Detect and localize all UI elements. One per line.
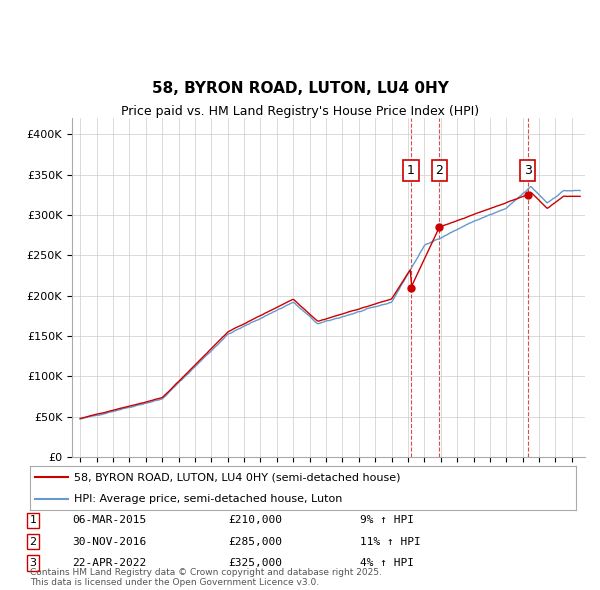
Text: HPI: Average price, semi-detached house, Luton: HPI: Average price, semi-detached house,… [74, 494, 342, 504]
Text: 2: 2 [436, 164, 443, 177]
Text: Price paid vs. HM Land Registry's House Price Index (HPI): Price paid vs. HM Land Registry's House … [121, 105, 479, 118]
Text: 3: 3 [29, 558, 37, 568]
Text: £325,000: £325,000 [228, 558, 282, 568]
Text: 1: 1 [407, 164, 415, 177]
Text: 2: 2 [29, 537, 37, 546]
Text: £285,000: £285,000 [228, 537, 282, 546]
Text: 22-APR-2022: 22-APR-2022 [72, 558, 146, 568]
Text: £210,000: £210,000 [228, 516, 282, 525]
Text: 4% ↑ HPI: 4% ↑ HPI [360, 558, 414, 568]
Text: 1: 1 [29, 516, 37, 525]
Text: 9% ↑ HPI: 9% ↑ HPI [360, 516, 414, 525]
Text: 11% ↑ HPI: 11% ↑ HPI [360, 537, 421, 546]
Text: 58, BYRON ROAD, LUTON, LU4 0HY: 58, BYRON ROAD, LUTON, LU4 0HY [152, 81, 448, 96]
Text: 30-NOV-2016: 30-NOV-2016 [72, 537, 146, 546]
Text: 58, BYRON ROAD, LUTON, LU4 0HY (semi-detached house): 58, BYRON ROAD, LUTON, LU4 0HY (semi-det… [74, 472, 400, 482]
Text: Contains HM Land Registry data © Crown copyright and database right 2025.
This d: Contains HM Land Registry data © Crown c… [30, 568, 382, 587]
Text: 3: 3 [524, 164, 532, 177]
Text: 06-MAR-2015: 06-MAR-2015 [72, 516, 146, 525]
